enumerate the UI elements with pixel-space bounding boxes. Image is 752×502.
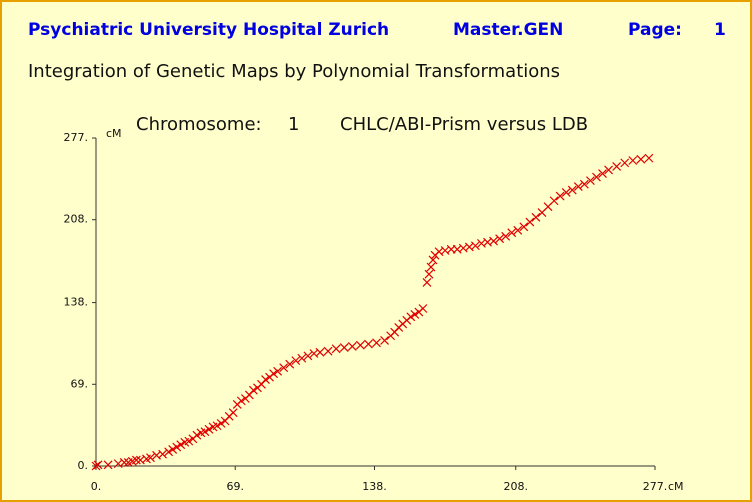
point [372, 338, 381, 348]
point [636, 154, 646, 164]
point [424, 269, 434, 279]
point [628, 156, 638, 165]
point [355, 340, 365, 350]
point [339, 343, 349, 353]
y-tick-label: 138. [64, 296, 89, 309]
x-tick-label: 208. [504, 480, 529, 493]
point [204, 424, 214, 434]
point [585, 176, 595, 186]
point [531, 212, 541, 222]
y-tick-label: 277. [64, 131, 89, 144]
point [604, 165, 614, 175]
point [364, 339, 373, 349]
point [285, 359, 295, 369]
y-tick-label: 69. [71, 377, 89, 390]
x-axis-label: cM [668, 480, 684, 493]
point [567, 185, 577, 195]
point [561, 188, 571, 197]
point [146, 453, 155, 463]
point [172, 442, 182, 452]
point [489, 236, 498, 246]
point [323, 346, 333, 356]
point [184, 436, 194, 446]
point [228, 408, 238, 418]
point [380, 336, 390, 345]
point [158, 449, 168, 459]
point [347, 341, 357, 351]
point [598, 169, 607, 178]
x-tick-label: 0. [91, 480, 102, 493]
point [291, 356, 301, 366]
point [470, 241, 480, 251]
point [519, 222, 529, 232]
point [555, 191, 565, 201]
point [164, 447, 174, 457]
x-tick-label: 138. [362, 480, 387, 493]
point [176, 440, 186, 450]
point [103, 460, 113, 470]
y-tick-label: 208. [64, 213, 89, 226]
point [644, 153, 654, 163]
point [426, 262, 436, 272]
point [303, 351, 313, 361]
point [200, 427, 210, 437]
institution: Psychiatric University Hospital Zurich [28, 20, 389, 40]
point [212, 421, 222, 431]
point [297, 353, 307, 363]
y-axis-label: cM [106, 127, 122, 140]
point [579, 179, 589, 189]
point [620, 158, 630, 168]
chromosome: 1 [288, 114, 299, 135]
point [406, 312, 416, 322]
point [501, 231, 511, 241]
point [549, 196, 559, 206]
page-label: Page: [628, 20, 682, 40]
chart-title: Integration of Genetic Maps by Polynomia… [28, 61, 560, 82]
point [573, 182, 583, 191]
chromosome-label: Chromosome: [136, 114, 262, 135]
point [248, 385, 258, 395]
point [507, 228, 517, 238]
point [422, 278, 432, 287]
point [119, 458, 129, 467]
point [131, 455, 141, 465]
point [525, 217, 535, 227]
point [331, 344, 341, 354]
point [273, 366, 283, 376]
point [592, 172, 601, 182]
point [93, 460, 103, 470]
point [192, 430, 202, 440]
point [418, 304, 428, 313]
y-tick-label: 0. [78, 459, 89, 472]
point [279, 363, 289, 373]
point [495, 234, 505, 244]
point [216, 418, 226, 428]
point [315, 347, 325, 357]
x-tick-label: 277. [643, 480, 668, 493]
page-number: 1 [714, 20, 726, 40]
point [513, 225, 523, 235]
x-tick-label: 69. [226, 480, 244, 493]
point [612, 161, 622, 171]
comparison: CHLC/ABI-Prism versus LDB [340, 114, 588, 135]
point [428, 255, 438, 265]
program: Master.GEN [453, 20, 563, 40]
point [236, 396, 246, 406]
point [269, 369, 279, 379]
point [168, 444, 178, 454]
point [261, 375, 270, 384]
point [410, 310, 420, 319]
